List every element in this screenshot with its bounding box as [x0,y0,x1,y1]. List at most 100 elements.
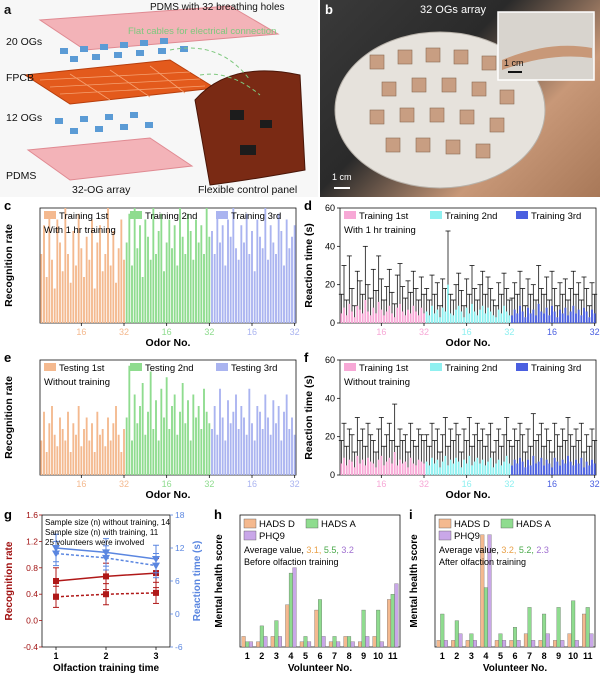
y-left-tick-label: 0.0 [26,616,38,626]
bar-testing-3rd [224,440,227,475]
average-value-text: Average value, 3.2, 5.2, 2.3 [439,545,549,555]
bar-training-2nd [500,465,503,475]
x-axis-label: Volunteer No. [288,663,352,674]
bar-training-1st [64,208,67,323]
bar-training-2nd [449,459,452,475]
bar-training-2nd [160,213,163,323]
x-tick-label: 32 [590,479,600,489]
bar-training-3rd [532,455,535,475]
bar-training-1st [53,288,56,323]
bar-training-3rd [543,313,545,323]
bar-training-3rd [537,461,540,475]
bar-testing-3rd [293,434,296,475]
bar-training-2nd [447,284,449,323]
bar-training-1st [420,461,423,475]
bar-testing-1st [112,423,115,475]
bar-training-2nd [455,309,457,323]
bar-training-2nd [436,459,439,475]
bar-training-3rd [285,219,288,323]
bar-training-2nd [155,254,157,323]
bar-training-1st [391,313,393,323]
bar-training-1st [99,225,101,323]
x-tick-label: 32 [204,479,214,489]
bar-testing-3rd [280,440,283,475]
bar-training-2nd [125,242,128,323]
bar-testing-2nd [187,400,189,475]
bar-hads-d [241,636,246,648]
x-tick-label: 32 [419,479,429,489]
bar-training-2nd [436,309,439,323]
pdms-bottom-layer [26,137,194,181]
label-pdms-holes: PDMS with 32 breathing holes [150,2,285,13]
bar-training-1st [417,459,420,475]
bar-training-3rd [553,311,556,323]
bar-hads-d [509,640,514,648]
bar-training-3rd [248,254,251,323]
inset-arm [502,45,592,70]
annotation: Sample size (n) with training, 11 [45,528,159,537]
bar-training-2nd [152,208,155,323]
y-tick-label: 0 [330,470,335,480]
bar-testing-1st [80,446,83,475]
bar-training-1st [356,455,359,475]
bar-training-1st [83,277,85,323]
bar-training-1st [59,242,61,323]
bar-training-2nd [484,313,487,323]
bar-training-2nd [465,463,468,475]
bar-training-2nd [497,309,500,323]
bar-training-3rd [527,459,529,475]
bar-hads-a [288,572,293,648]
annotation: Sample size (n) without training, 14 [45,518,171,527]
x-tick-label: 5 [498,651,503,661]
bar-training-1st [72,231,75,323]
bar-testing-1st [61,429,64,475]
x-tick-label: 32 [590,327,600,337]
bar-training-1st [93,288,96,323]
label-32-og-array: 32-OG array [72,184,131,196]
bar-training-1st [393,452,396,475]
bar-testing-1st [107,417,109,475]
data-point [53,578,59,584]
bar-phq9 [502,640,507,648]
bar-training-3rd [529,313,532,323]
bar-testing-1st [67,411,69,475]
bar-testing-1st [51,406,53,475]
x-tick-label: 11 [583,651,593,661]
bar-training-2nd [128,213,131,323]
average-label: Average value, [244,545,306,555]
bar-training-1st [375,467,377,475]
panel-letter-e: e [4,350,11,365]
bar-hads-d [436,640,441,648]
x-tick-label: 2 [454,651,459,661]
bar-training-1st [415,311,417,323]
panel-h-chart: h 1 2 3 4 5 6 7 8 9 10 11 Volunteer No. Mental health… [214,507,401,674]
bar-training-1st [401,463,404,475]
annotation: 25 volunteers were involved [45,538,144,547]
bar-training-2nd [136,248,139,323]
bar-training-1st [48,213,51,323]
bar-training-3rd [577,463,580,475]
bar-training-3rd [593,463,596,475]
bar-training-2nd [468,313,471,323]
x-tick-label: 16 [376,327,386,337]
bar-training-2nd [441,461,444,475]
bar-training-1st [343,457,345,475]
bar-testing-2nd [179,411,181,475]
bar-training-2nd [489,311,492,323]
bar-training-2nd [468,455,471,475]
y-tick-label: 40 [325,241,335,251]
bar-training-1st [80,248,83,323]
bar-training-1st [385,311,388,323]
panel-letter-c: c [4,198,11,213]
bar-training-3rd [540,457,543,475]
bar-testing-1st [109,440,112,475]
bar-testing-3rd [245,434,248,475]
bar-testing-2nd [200,429,203,475]
bar-training-3rd [532,309,535,323]
legend-label: HADS D [454,519,490,530]
bar-testing-1st [77,406,80,475]
bar-testing-2nd [133,394,136,475]
bar-phq9 [394,583,399,648]
bar-training-3rd [540,311,543,323]
bar-training-2nd [476,315,479,323]
